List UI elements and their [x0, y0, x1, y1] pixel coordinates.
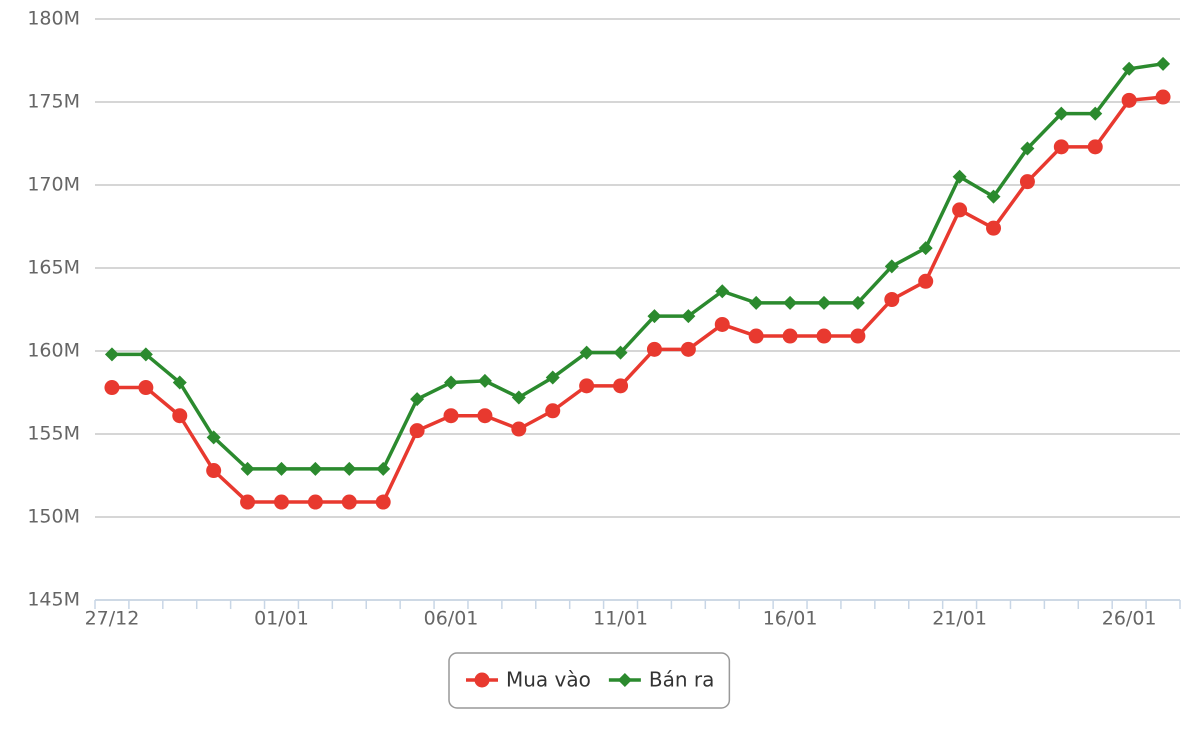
- x-tick-label: 26/01: [1102, 608, 1157, 630]
- point: [545, 370, 560, 385]
- y-tick-label: 180M: [27, 8, 80, 30]
- point: [986, 220, 1002, 236]
- y-tick-label: 170M: [27, 174, 80, 196]
- point: [138, 380, 154, 396]
- point: [307, 494, 323, 510]
- point: [1053, 139, 1069, 155]
- point: [1054, 106, 1069, 121]
- point: [308, 461, 323, 476]
- point: [646, 341, 662, 357]
- point: [1156, 56, 1171, 71]
- point: [579, 378, 595, 394]
- legend-box: [448, 652, 731, 709]
- legend-marker: [617, 673, 632, 687]
- point: [104, 380, 120, 396]
- point: [816, 295, 831, 310]
- point: [1088, 106, 1103, 121]
- point: [816, 328, 832, 344]
- point: [613, 378, 629, 394]
- point: [1020, 141, 1035, 156]
- point: [342, 461, 357, 476]
- point: [409, 423, 425, 439]
- point: [477, 373, 492, 388]
- point: [444, 375, 459, 390]
- point: [749, 295, 764, 310]
- point: [714, 316, 730, 332]
- point: [681, 309, 696, 324]
- point: [1019, 174, 1035, 190]
- point: [748, 328, 764, 344]
- point: [172, 408, 188, 424]
- legend-label: Bán ra: [649, 668, 715, 692]
- y-tick-label: 160M: [27, 340, 80, 362]
- point: [952, 202, 968, 218]
- point: [545, 403, 561, 419]
- legend: Mua vào Bán ra: [448, 652, 731, 709]
- x-tick-label: 06/01: [424, 608, 479, 630]
- x-tick-label: 11/01: [593, 608, 648, 630]
- point: [104, 347, 119, 362]
- x-tick-label: 21/01: [932, 608, 987, 630]
- point: [647, 309, 662, 324]
- y-tick-label: 175M: [27, 91, 80, 113]
- point: [884, 292, 900, 308]
- point: [850, 295, 865, 310]
- point: [376, 461, 391, 476]
- point: [782, 328, 798, 344]
- point: [680, 341, 696, 357]
- point: [783, 295, 798, 310]
- point: [273, 494, 289, 510]
- series-line: [111, 95, 1164, 504]
- point: [850, 328, 866, 344]
- point: [341, 494, 357, 510]
- point: [1155, 89, 1171, 105]
- series-line: [111, 62, 1164, 471]
- point: [511, 390, 526, 405]
- point: [511, 421, 527, 437]
- y-tick-label: 150M: [27, 506, 80, 528]
- point: [986, 189, 1001, 204]
- point: [1087, 139, 1103, 155]
- point: [443, 408, 459, 424]
- point: [613, 345, 628, 360]
- legend-item[interactable]: Bán ra: [608, 668, 715, 692]
- x-tick-label: 01/01: [254, 608, 309, 630]
- legend-marker: [474, 672, 490, 688]
- point: [274, 461, 289, 476]
- point: [206, 430, 221, 445]
- point: [918, 241, 933, 256]
- point: [884, 259, 899, 274]
- point: [410, 392, 425, 407]
- point: [240, 494, 256, 510]
- point: [1122, 61, 1137, 76]
- point: [918, 273, 934, 289]
- legend-label: Mua vào: [506, 668, 591, 692]
- y-tick-label: 145M: [27, 589, 80, 611]
- point: [1121, 92, 1137, 108]
- point: [206, 463, 222, 479]
- point: [240, 461, 255, 476]
- x-tick-label: 27/12: [85, 608, 140, 630]
- point: [138, 347, 153, 362]
- y-tick-label: 165M: [27, 257, 80, 279]
- x-tick-label: 16/01: [763, 608, 818, 630]
- point: [477, 408, 493, 424]
- point: [715, 284, 730, 299]
- legend-item[interactable]: Mua vào: [466, 668, 591, 692]
- y-tick-label: 155M: [27, 423, 80, 445]
- point: [952, 169, 967, 184]
- point: [375, 494, 391, 510]
- point: [172, 375, 187, 390]
- point: [579, 345, 594, 360]
